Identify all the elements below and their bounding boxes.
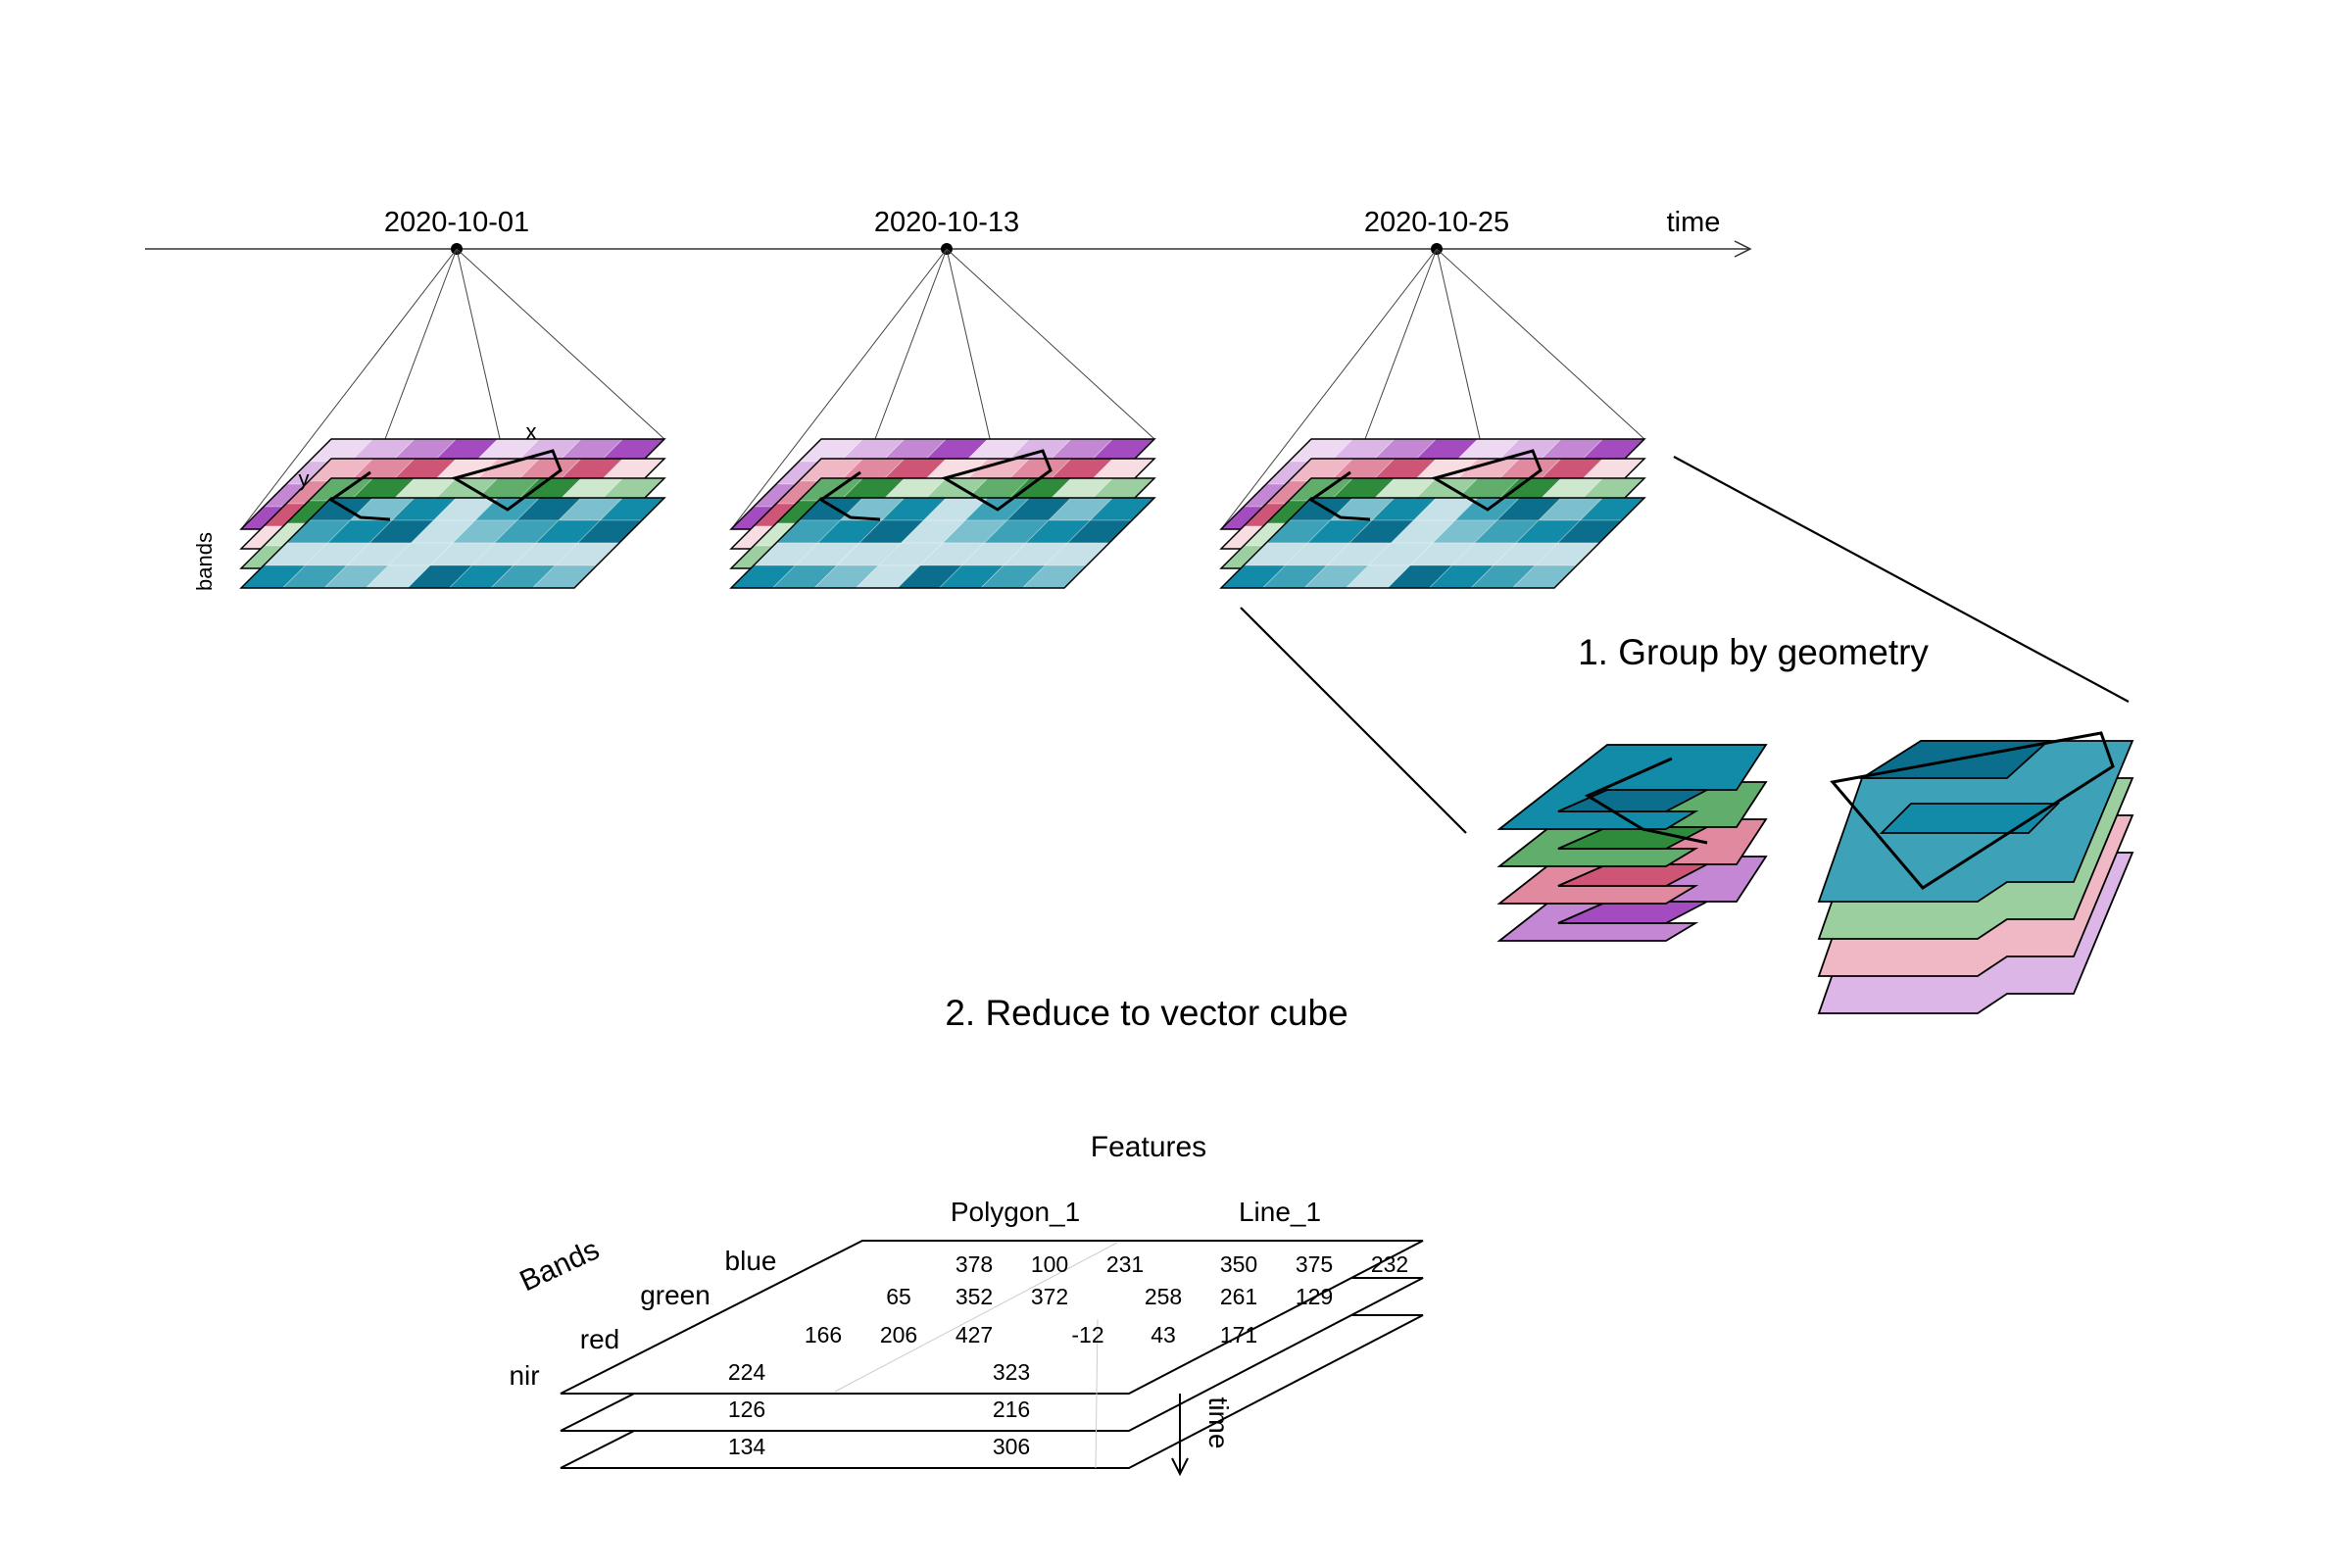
- vector-cube-value: 100: [1031, 1251, 1068, 1277]
- zoom-connector: [1240, 607, 1467, 834]
- vector-cube: 378 100 231 350 375 232 65 352 372 258 261 129 166 20…: [560, 1240, 1424, 1477]
- step-reduce-label: 2. Reduce to vector cube: [945, 993, 1348, 1033]
- polygon-geometry: [1431, 449, 1543, 512]
- polygon-group-stack: [1817, 731, 2134, 1014]
- y-axis-label: y: [299, 466, 310, 491]
- vector-cube-value: 323: [993, 1359, 1030, 1385]
- vector-cube-gridline: [1095, 1318, 1099, 1469]
- vector-cube-value: 352: [956, 1284, 993, 1309]
- line-group-stack: [1496, 744, 1768, 942]
- band-label-red: red: [580, 1324, 619, 1354]
- vector-cube-value: -12: [1071, 1322, 1103, 1348]
- vector-cube-value: 427: [956, 1322, 993, 1348]
- vector-cube-value: 350: [1220, 1251, 1257, 1277]
- date-label: 2020-10-13: [874, 207, 1019, 238]
- features-label: Features: [1091, 1131, 1206, 1163]
- polygon-geometry: [451, 449, 563, 512]
- date-label: 2020-10-25: [1364, 207, 1509, 238]
- raster-cube: [1219, 248, 1646, 589]
- vector-cube-value: 171: [1220, 1322, 1257, 1348]
- vector-cube-value: 129: [1296, 1284, 1333, 1309]
- projection-line: [456, 248, 665, 440]
- zoom-connector: [1673, 456, 2130, 703]
- projection-line: [1364, 248, 1438, 440]
- line-group-cell: [1557, 901, 1708, 924]
- feature-label-line: Line_1: [1239, 1197, 1321, 1227]
- line-group-cell: [1557, 826, 1708, 850]
- bands-axis-label: bands: [192, 532, 217, 591]
- projection-line: [240, 248, 458, 530]
- vector-cube-value: 232: [1371, 1251, 1408, 1277]
- projection-line: [384, 248, 458, 440]
- band-layer-outline: [729, 497, 1156, 589]
- time-arrow-head: [1171, 1457, 1189, 1477]
- projection-line: [1220, 248, 1438, 530]
- projection-line: [730, 248, 948, 530]
- band-label-blue: blue: [725, 1246, 777, 1276]
- time-axis-label: time: [1203, 1397, 1234, 1449]
- band-label-green: green: [640, 1280, 710, 1310]
- band-label-nir: nir: [509, 1360, 539, 1391]
- vector-cube-value: 224: [728, 1359, 766, 1385]
- vector-cube-value: 372: [1031, 1284, 1068, 1309]
- x-axis-label: x: [526, 419, 537, 444]
- vector-cube-value: 258: [1145, 1284, 1182, 1309]
- projection-line: [1436, 248, 1645, 440]
- projection-line: [946, 248, 1155, 440]
- vector-cube-value: 306: [993, 1434, 1030, 1459]
- vector-cube-value: 134: [728, 1434, 766, 1459]
- line-geometry: [1308, 470, 1371, 521]
- line-geometry: [818, 470, 881, 521]
- raster-cube: x y bands: [192, 248, 666, 591]
- vector-cube-value: 206: [880, 1322, 917, 1348]
- raster-cubes: x y bands: [192, 248, 1646, 591]
- band-layer-outline: [1219, 497, 1646, 589]
- timeline: time 2020-10-01 2020-10-13 2020-10-25: [145, 207, 1752, 258]
- polygon-group-cell: [1879, 803, 2061, 834]
- vector-cube-value: 261: [1220, 1284, 1257, 1309]
- feature-label-polygon: Polygon_1: [951, 1197, 1080, 1227]
- vector-cube-value: 378: [956, 1251, 993, 1277]
- time-axis-label: time: [1667, 207, 1721, 238]
- polygon-geometry: [1830, 731, 2115, 890]
- projection-line: [874, 248, 948, 440]
- line-group-cell: [1557, 863, 1708, 887]
- diagram-labels: 1. Group by geometry 2. Reduce to vector…: [509, 632, 1929, 1448]
- grouped-geometries: [1240, 456, 2134, 1014]
- vector-cube-value: 43: [1151, 1322, 1176, 1348]
- vector-cube-value: 231: [1106, 1251, 1144, 1277]
- date-label: 2020-10-01: [384, 207, 529, 238]
- vector-cube-value: 166: [805, 1322, 842, 1348]
- vector-cube-value: 65: [886, 1284, 911, 1309]
- vector-cube-layer: [560, 1240, 1424, 1395]
- bands-axis-label: Bands: [514, 1233, 604, 1298]
- vector-cube-gridline: [834, 1242, 1118, 1393]
- time-axis-arrow: [1734, 240, 1752, 258]
- raster-cube: [729, 248, 1156, 589]
- polygon-geometry: [941, 449, 1053, 512]
- line-geometry: [1584, 757, 1708, 845]
- vector-cube-value: 216: [993, 1396, 1030, 1422]
- step-group-label: 1. Group by geometry: [1578, 632, 1929, 672]
- vector-cube-value: 126: [728, 1396, 765, 1422]
- vector-cube-value: 375: [1296, 1251, 1333, 1277]
- band-layer-outline: [239, 497, 666, 589]
- line-geometry: [328, 470, 391, 521]
